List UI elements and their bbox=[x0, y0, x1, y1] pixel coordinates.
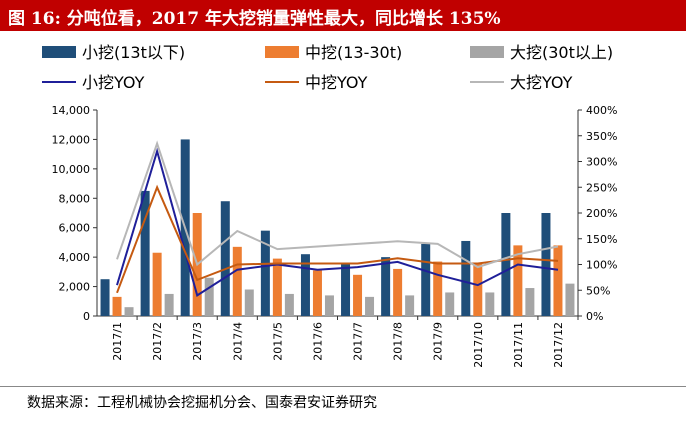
x-tick-label: 2017/11 bbox=[512, 322, 525, 368]
bar-medium bbox=[112, 296, 122, 316]
x-tick-label: 2017/6 bbox=[311, 322, 324, 361]
bar-large bbox=[485, 292, 495, 316]
legend-label-large-yoy: 大挖YOY bbox=[510, 73, 573, 92]
bar-large bbox=[365, 296, 375, 316]
x-tick-label: 2017/4 bbox=[231, 322, 244, 361]
y-left-tick-label: 4,000 bbox=[59, 251, 91, 264]
y-right-tick-label: 250% bbox=[586, 181, 617, 194]
bar-large bbox=[445, 292, 455, 316]
bar-medium bbox=[433, 261, 443, 316]
bar-small bbox=[140, 190, 150, 316]
line-small-yoy bbox=[116, 147, 559, 297]
legend-label-small-bar: 小挖(13t以下) bbox=[82, 43, 185, 62]
bar-medium bbox=[232, 246, 242, 316]
legend-label-medium-yoy: 中挖YOY bbox=[305, 73, 368, 92]
y-left-tick-label: 8,000 bbox=[59, 192, 91, 205]
bar-small bbox=[501, 213, 511, 316]
y-right-tick-label: 350% bbox=[586, 130, 617, 143]
bar-small bbox=[541, 213, 551, 316]
x-tick-label: 2017/7 bbox=[352, 322, 365, 361]
bar-medium bbox=[513, 245, 523, 316]
bar-medium bbox=[553, 245, 563, 316]
y-right-tick-label: 200% bbox=[586, 207, 617, 220]
bar-large bbox=[525, 288, 535, 316]
source-divider bbox=[0, 386, 686, 387]
line-large-yoy bbox=[116, 140, 559, 269]
bar-medium bbox=[272, 258, 282, 316]
y-right-tick-label: 0% bbox=[586, 310, 603, 323]
bar-small bbox=[220, 201, 230, 316]
x-tick-label: 2017/9 bbox=[432, 322, 445, 361]
bar-medium bbox=[312, 270, 322, 316]
y-right-tick-label: 400% bbox=[586, 104, 617, 117]
legend-swatch-small-bar bbox=[42, 46, 76, 58]
bar-medium bbox=[393, 268, 403, 316]
bar-small bbox=[461, 240, 471, 316]
line-medium-yoy bbox=[116, 184, 559, 294]
y-left-tick-label: 10,000 bbox=[52, 163, 91, 176]
legend-label-large-bar: 大挖(30t以上) bbox=[510, 43, 613, 62]
x-tick-label: 2017/1 bbox=[111, 322, 124, 361]
bar-large bbox=[405, 295, 415, 316]
y-left-tick-label: 14,000 bbox=[52, 104, 91, 117]
y-right-tick-label: 150% bbox=[586, 233, 617, 246]
bar-large bbox=[164, 293, 174, 316]
x-tick-label: 2017/12 bbox=[552, 322, 565, 368]
bar-large bbox=[244, 289, 254, 316]
x-tick-label: 2017/2 bbox=[151, 322, 164, 361]
x-tick-label: 2017/10 bbox=[472, 322, 485, 368]
bar-small bbox=[100, 279, 110, 316]
bar-small bbox=[300, 254, 310, 316]
bar-small bbox=[381, 257, 391, 316]
x-tick-label: 2017/3 bbox=[191, 322, 204, 361]
bar-medium bbox=[152, 252, 162, 316]
bar-large bbox=[324, 295, 334, 316]
x-tick-label: 2017/8 bbox=[392, 322, 405, 361]
y-left-tick-label: 2,000 bbox=[59, 281, 91, 294]
bar-medium bbox=[473, 263, 483, 316]
y-right-tick-label: 100% bbox=[586, 259, 617, 272]
bar-small bbox=[260, 230, 270, 316]
legend-label-small-yoy: 小挖YOY bbox=[82, 73, 145, 92]
combo-chart: 0 2,000 4,000 6,000 8,000 10,000 12,000 14,000 0… bbox=[42, 43, 617, 368]
y-right-tick-label: 50% bbox=[586, 284, 610, 297]
bar-large bbox=[124, 307, 134, 316]
x-tick-label: 2017/5 bbox=[271, 322, 284, 361]
y-left-tick-label: 6,000 bbox=[59, 222, 91, 235]
bar-small bbox=[421, 243, 431, 316]
bar-large bbox=[565, 283, 575, 316]
source-note: 数据来源：工程机械协会挖掘机分会、国泰君安证券研究 bbox=[27, 395, 377, 411]
y-left-tick-label: 0 bbox=[83, 310, 90, 323]
y-right-tick-label: 300% bbox=[586, 156, 617, 169]
bar-medium bbox=[353, 274, 363, 316]
bar-small bbox=[341, 264, 351, 316]
figure-title: 图 16: 分吨位看，2017 年大挖销量弹性最大，同比增长 135% bbox=[8, 9, 501, 29]
legend-swatch-large-bar bbox=[470, 46, 504, 58]
figure-title-bar: 图 16: 分吨位看，2017 年大挖销量弹性最大，同比增长 135% bbox=[0, 0, 686, 31]
legend-swatch-medium-bar bbox=[265, 46, 299, 58]
bar-large bbox=[204, 277, 214, 316]
legend-label-medium-bar: 中挖(13-30t) bbox=[305, 43, 402, 62]
bar-large bbox=[284, 293, 294, 316]
y-left-tick-label: 12,000 bbox=[52, 133, 91, 146]
